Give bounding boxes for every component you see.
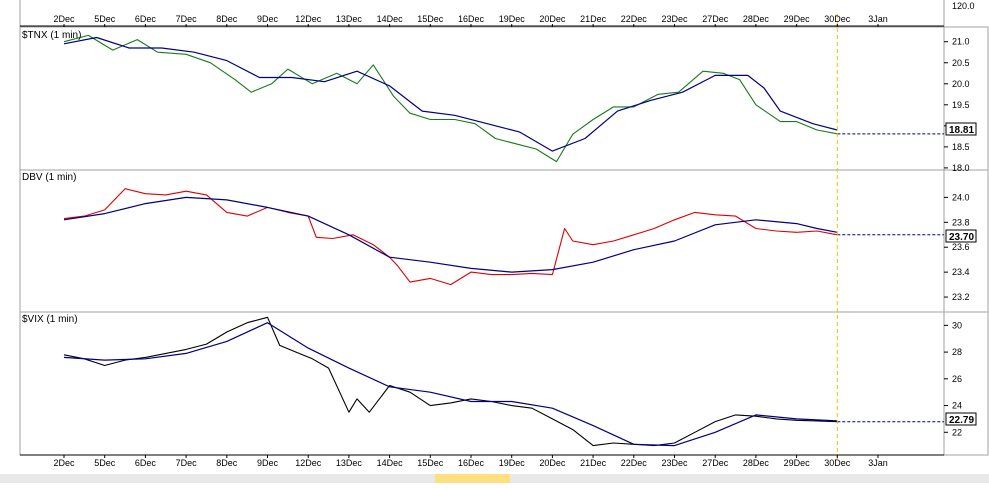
last-value-dbv: 23.70 <box>949 232 974 243</box>
last-value-box-tnx <box>945 122 977 136</box>
ytick-label: 23.4 <box>952 267 970 277</box>
date-tick-top: 28Dec <box>743 14 770 24</box>
date-tick-top: 3Jan <box>868 14 888 24</box>
date-tick-top: 30Dec <box>824 14 851 24</box>
date-tick-bottom: 13Dec <box>336 458 363 468</box>
date-tick-bottom: 8Dec <box>216 458 238 468</box>
ytick-label: 22 <box>952 427 962 437</box>
last-value-vix: 22.79 <box>949 415 974 426</box>
date-tick-bottom: 23Dec <box>661 458 688 468</box>
date-tick-top: 29Dec <box>784 14 811 24</box>
series-line-0-0 <box>63 34 838 163</box>
date-tick-bottom: 15Dec <box>417 458 444 468</box>
date-tick-bottom: 14Dec <box>377 458 404 468</box>
date-tick-top: 20Dec <box>539 14 566 24</box>
ytick-label: 23.8 <box>952 217 970 227</box>
ytick-label: 21.0 <box>952 37 970 47</box>
ytick-label: 24.0 <box>952 192 970 202</box>
tick-layer: 2Dec 2Dec 5Dec 5Dec 6Dec 6Dec 7Dec 7Dec 8Dec 8Dec… <box>20 14 970 468</box>
series-layer <box>63 14 944 462</box>
date-tick-top: 21Dec <box>580 14 607 24</box>
ytick-label: 30 <box>952 320 962 330</box>
ytick-label: 23.2 <box>952 292 970 302</box>
date-tick-bottom: 7Dec <box>176 458 198 468</box>
panel-title-tnx: $TNX (1 min) <box>22 30 81 41</box>
series-line-2-1 <box>63 322 838 447</box>
date-tick-bottom: 5Dec <box>94 458 116 468</box>
date-tick-bottom: 19Dec <box>499 458 526 468</box>
date-tick-bottom: 12Dec <box>295 458 322 468</box>
ytick-label: 24 <box>952 401 962 411</box>
ytick-label: 18.5 <box>952 142 970 152</box>
date-tick-top: 16Dec <box>458 14 485 24</box>
date-tick-bottom: 21Dec <box>580 458 607 468</box>
last-value-box-vix <box>945 412 977 426</box>
last-value-tnx: 18.81 <box>949 125 974 136</box>
date-tick-top: 15Dec <box>417 14 444 24</box>
series-line-2-0 <box>63 316 838 447</box>
top-partial-ytick: 120.0 <box>952 1 975 11</box>
ytick-label: 28 <box>952 347 962 357</box>
date-tick-top: 14Dec <box>377 14 404 24</box>
date-tick-bottom: 2Dec <box>53 458 75 468</box>
ytick-label: 18.0 <box>952 163 970 173</box>
date-tick-top: 5Dec <box>94 14 116 24</box>
date-tick-bottom: 28Dec <box>743 458 770 468</box>
date-tick-top: 27Dec <box>702 14 729 24</box>
date-tick-top: 13Dec <box>336 14 363 24</box>
date-tick-top: 2Dec <box>53 14 75 24</box>
date-tick-bottom: 22Dec <box>621 458 648 468</box>
ytick-label: 19.5 <box>952 100 970 110</box>
date-tick-top: 23Dec <box>661 14 688 24</box>
date-tick-top: 9Dec <box>257 14 279 24</box>
date-tick-top: 6Dec <box>135 14 157 24</box>
series-line-1-1 <box>63 196 838 273</box>
series-line-1-0 <box>63 188 838 286</box>
panel-title-vix: $VIX (1 min) <box>22 314 78 325</box>
ytick-label: 26 <box>952 374 962 384</box>
date-tick-bottom: 27Dec <box>702 458 729 468</box>
ytick-label: 20.0 <box>952 79 970 89</box>
date-tick-bottom: 16Dec <box>458 458 485 468</box>
date-tick-bottom: 6Dec <box>135 458 157 468</box>
last-value-box-dbv <box>945 229 977 243</box>
status-highlight <box>435 474 510 483</box>
date-tick-bottom: 9Dec <box>257 458 279 468</box>
ytick-label: 23.6 <box>952 242 970 252</box>
ytick-label: 20.5 <box>952 58 970 68</box>
date-tick-bottom: 30Dec <box>824 458 851 468</box>
date-tick-top: 8Dec <box>216 14 238 24</box>
date-tick-bottom: 20Dec <box>539 458 566 468</box>
date-tick-top: 12Dec <box>295 14 322 24</box>
date-tick-bottom: 3Jan <box>868 458 888 468</box>
date-tick-top: 22Dec <box>621 14 648 24</box>
date-tick-top: 19Dec <box>499 14 526 24</box>
panel-title-dbv: DBV (1 min) <box>22 172 76 183</box>
date-tick-bottom: 29Dec <box>784 458 811 468</box>
date-tick-top: 7Dec <box>176 14 198 24</box>
series-line-0-1 <box>63 36 838 152</box>
